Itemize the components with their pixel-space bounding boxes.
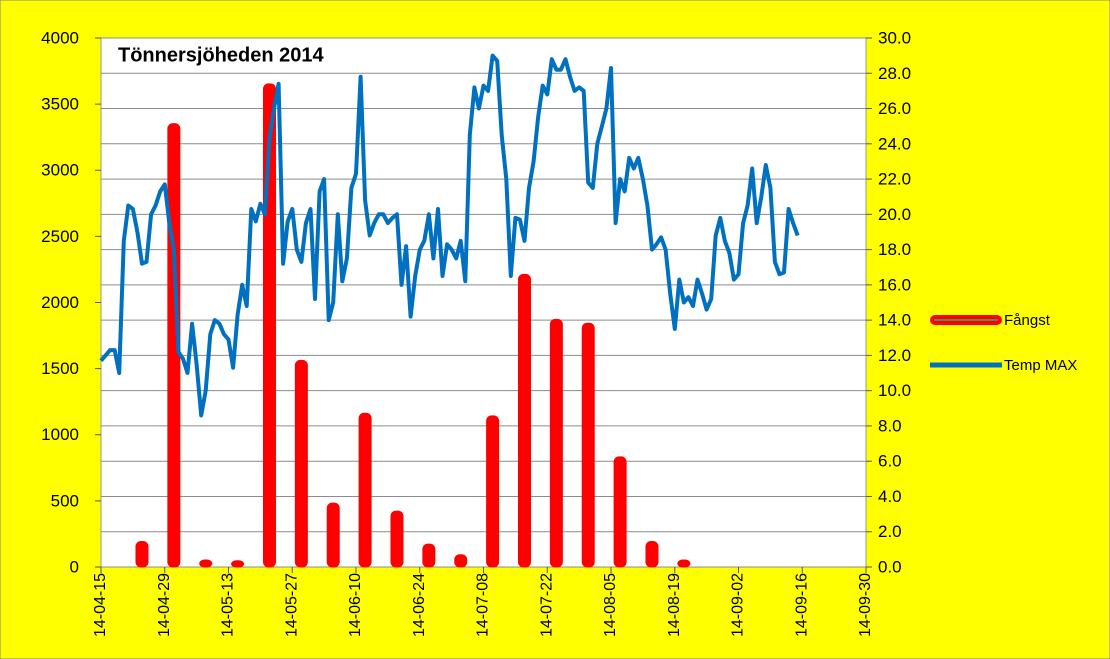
y2-tick-label: 20.0 (878, 205, 911, 224)
y2-tick-label: 12.0 (878, 346, 911, 365)
y2-tick-label: 10.0 (878, 381, 911, 400)
y2-tick-label: 22.0 (878, 170, 911, 189)
x-tick-label: 14-08-05 (602, 573, 619, 637)
bar (326, 502, 340, 568)
chart-title: Tönnersjöheden 2014 (118, 44, 324, 66)
x-tick-label: 14-09-16 (793, 573, 810, 637)
bar (199, 559, 213, 568)
y2-tick-label: 8.0 (878, 416, 902, 435)
bar (677, 559, 691, 568)
bar (422, 543, 436, 568)
x-tick-label: 14-09-30 (857, 573, 874, 637)
bar (294, 359, 308, 568)
y-tick-label: 4000 (41, 28, 79, 47)
y2-tick-label: 14.0 (878, 311, 911, 330)
x-tick-label: 14-07-08 (475, 573, 492, 637)
bar (645, 541, 659, 568)
y-tick-label: 0 (70, 557, 79, 576)
y2-tick-label: 2.0 (878, 522, 902, 541)
bar (358, 412, 372, 568)
bar (135, 541, 149, 568)
y-tick-label: 500 (51, 491, 79, 510)
y2-tick-label: 30.0 (878, 28, 911, 47)
y2-tick-label: 24.0 (878, 134, 911, 153)
y-tick-label: 1000 (41, 425, 79, 444)
y-tick-label: 1500 (41, 359, 79, 378)
y-tick-label: 2500 (41, 227, 79, 246)
plot-area (100, 37, 867, 568)
y2-tick-label: 18.0 (878, 240, 911, 259)
bar (486, 415, 500, 568)
bar (613, 456, 627, 568)
bar (549, 318, 563, 568)
bar (390, 510, 404, 568)
x-tick-label: 14-06-10 (347, 573, 364, 637)
bar (231, 560, 245, 568)
x-tick-label: 14-08-19 (666, 573, 683, 637)
x-tick-label: 14-05-13 (220, 573, 237, 637)
x-tick-label: 14-05-27 (283, 573, 300, 637)
y2-tick-label: 6.0 (878, 452, 902, 471)
y2-tick-label: 0.0 (878, 557, 902, 576)
x-tick-label: 14-04-29 (156, 573, 173, 637)
y2-tick-label: 28.0 (878, 64, 911, 83)
y2-tick-label: 4.0 (878, 487, 902, 506)
x-tick-label: 14-07-22 (538, 573, 555, 637)
legend-label: Fångst (1004, 312, 1051, 329)
x-tick-label: 14-09-02 (730, 573, 747, 637)
y-tick-label: 2000 (41, 293, 79, 312)
y-tick-label: 3500 (41, 95, 79, 114)
y2-tick-label: 16.0 (878, 275, 911, 294)
y2-tick-label: 26.0 (878, 99, 911, 118)
x-tick-label: 14-06-24 (411, 573, 428, 637)
bar (517, 273, 531, 568)
bar (454, 554, 468, 568)
x-tick-label: 14-04-15 (92, 573, 109, 637)
line (99, 53, 800, 418)
y-tick-label: 3000 (41, 161, 79, 180)
bar (581, 322, 595, 568)
legend-label: Temp MAX (1004, 357, 1077, 374)
